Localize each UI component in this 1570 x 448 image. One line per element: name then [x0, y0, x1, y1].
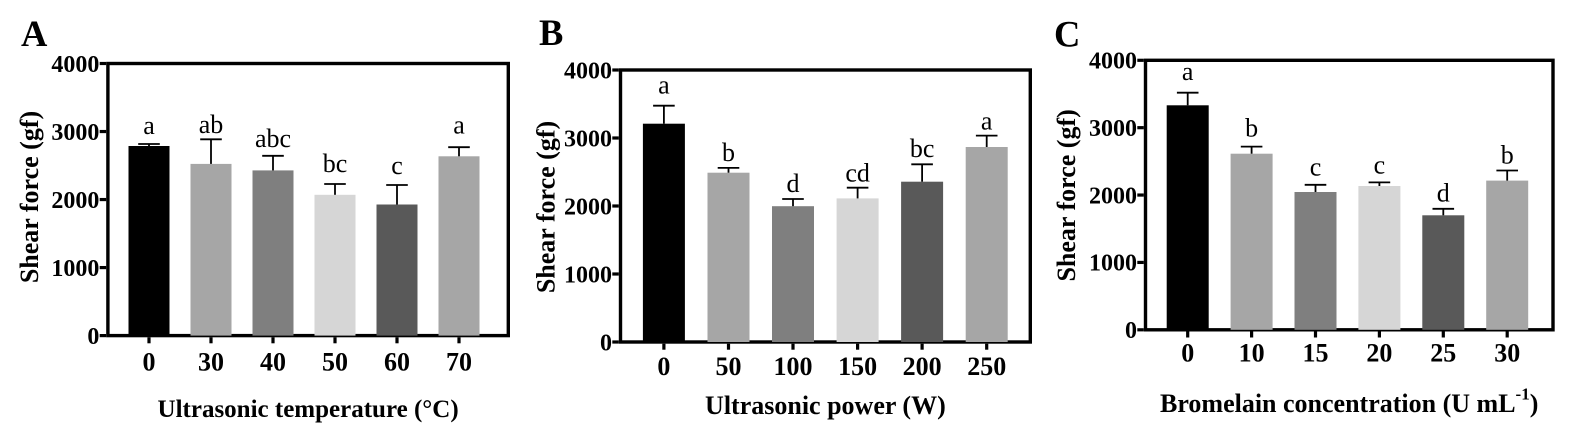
svg-text:1000: 1000 — [564, 262, 612, 288]
svg-text:b: b — [722, 138, 735, 167]
svg-text:A: A — [21, 13, 48, 54]
svg-text:C: C — [1054, 14, 1080, 55]
svg-text:a: a — [981, 107, 993, 136]
svg-text:b: b — [1245, 113, 1258, 142]
svg-text:30: 30 — [1494, 339, 1520, 368]
svg-text:2000: 2000 — [51, 188, 99, 214]
svg-text:a: a — [658, 71, 670, 100]
svg-text:0: 0 — [600, 330, 612, 356]
svg-text:50: 50 — [322, 348, 348, 377]
svg-text:3000: 3000 — [51, 120, 99, 146]
svg-text:Ultrasonic temperature (°C): Ultrasonic temperature (°C) — [158, 396, 459, 423]
svg-text:10: 10 — [1239, 339, 1265, 368]
svg-text:250: 250 — [967, 352, 1006, 381]
svg-text:Shear force (gf): Shear force (gf) — [1052, 109, 1081, 281]
svg-text:cd: cd — [845, 159, 870, 188]
svg-text:1000: 1000 — [51, 256, 99, 282]
svg-text:abc: abc — [255, 124, 291, 153]
svg-text:4000: 4000 — [51, 52, 99, 78]
svg-text:1000: 1000 — [1089, 251, 1137, 277]
svg-text:c: c — [1310, 152, 1322, 181]
svg-text:0: 0 — [1125, 318, 1137, 344]
svg-text:20: 20 — [1366, 339, 1392, 368]
svg-text:30: 30 — [198, 348, 224, 377]
svg-text:bc: bc — [323, 149, 348, 178]
svg-text:3000: 3000 — [1089, 116, 1137, 142]
svg-text:150: 150 — [838, 352, 877, 381]
svg-text:0: 0 — [1181, 339, 1194, 368]
svg-text:b: b — [1501, 140, 1514, 169]
svg-text:3000: 3000 — [564, 126, 612, 152]
svg-text:2000: 2000 — [564, 194, 612, 220]
svg-text:a: a — [143, 111, 155, 140]
svg-text:200: 200 — [903, 352, 942, 381]
svg-text:Ultrasonic power (W): Ultrasonic power (W) — [705, 391, 946, 420]
svg-text:0: 0 — [657, 352, 670, 381]
svg-text:Shear force (gf): Shear force (gf) — [532, 121, 561, 293]
svg-text:15: 15 — [1303, 339, 1329, 368]
svg-text:c: c — [391, 151, 403, 180]
svg-text:0: 0 — [143, 348, 156, 377]
svg-text:Shear force (gf): Shear force (gf) — [15, 111, 44, 283]
svg-text:40: 40 — [260, 348, 286, 377]
svg-text:50: 50 — [716, 352, 742, 381]
svg-text:100: 100 — [774, 352, 813, 381]
svg-text:d: d — [1437, 179, 1450, 208]
svg-text:ab: ab — [199, 110, 224, 139]
svg-text:4000: 4000 — [1089, 49, 1137, 75]
svg-text:a: a — [1182, 57, 1194, 86]
svg-text:B: B — [539, 12, 563, 53]
svg-text:4000: 4000 — [564, 58, 612, 84]
svg-text:bc: bc — [910, 134, 935, 163]
svg-text:a: a — [453, 111, 465, 140]
svg-text:0: 0 — [87, 324, 99, 350]
svg-text:d: d — [787, 169, 800, 198]
svg-text:70: 70 — [446, 348, 472, 377]
svg-text:Bromelain concentration (U mL-: Bromelain concentration (U mL-1) — [1160, 384, 1538, 418]
svg-text:c: c — [1374, 151, 1386, 180]
svg-text:60: 60 — [384, 348, 410, 377]
svg-text:25: 25 — [1430, 339, 1456, 368]
svg-text:2000: 2000 — [1089, 183, 1137, 209]
